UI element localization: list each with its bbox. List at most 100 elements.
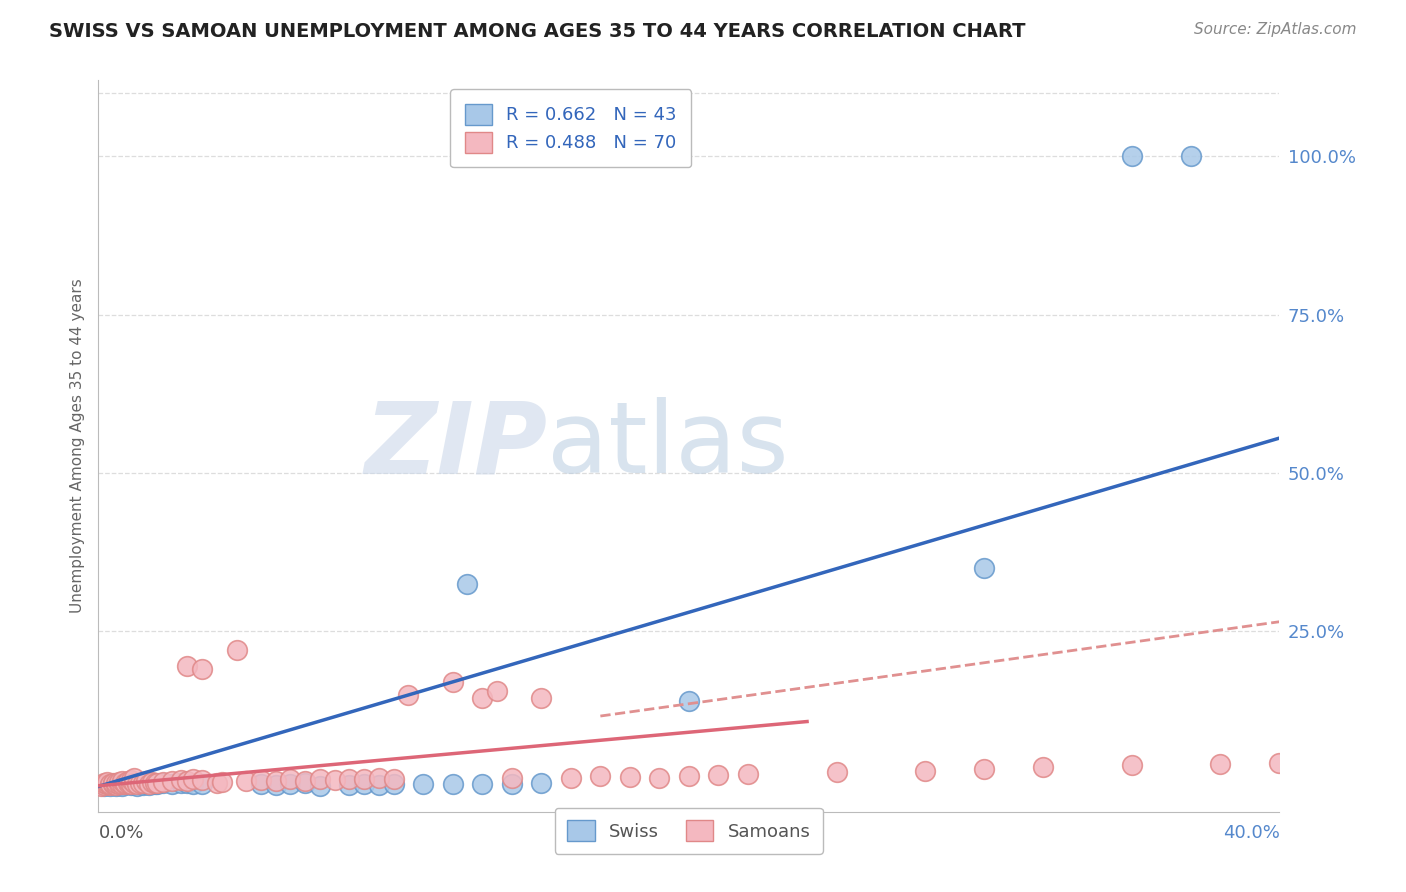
Point	[441, 674, 464, 689]
Point	[128, 775, 150, 789]
Point	[1268, 756, 1291, 770]
Point	[1209, 757, 1232, 772]
Text: atlas: atlas	[547, 398, 789, 494]
Point	[103, 777, 125, 791]
Point	[973, 561, 995, 575]
Point	[117, 774, 139, 789]
Point	[398, 688, 420, 702]
Point	[141, 775, 163, 789]
Point	[132, 778, 155, 792]
Point	[162, 774, 183, 789]
Point	[111, 773, 134, 788]
Point	[105, 776, 128, 790]
Point	[93, 780, 115, 794]
Point	[589, 769, 612, 783]
Point	[146, 777, 169, 791]
Text: ZIP: ZIP	[364, 398, 547, 494]
Text: 40.0%: 40.0%	[1223, 824, 1279, 842]
Point	[93, 776, 115, 790]
Point	[309, 772, 332, 787]
Point	[98, 778, 121, 792]
Point	[117, 777, 139, 791]
Point	[382, 777, 405, 791]
Point	[1032, 760, 1054, 774]
Y-axis label: Unemployment Among Ages 35 to 44 years: Unemployment Among Ages 35 to 44 years	[69, 278, 84, 614]
Point	[108, 777, 131, 791]
Point	[250, 777, 273, 791]
Point	[707, 768, 730, 782]
Point	[132, 776, 155, 790]
Point	[1121, 149, 1143, 163]
Point	[108, 778, 131, 792]
Point	[368, 771, 391, 785]
Point	[152, 775, 174, 789]
Point	[111, 777, 134, 791]
Point	[368, 778, 391, 792]
Point	[122, 777, 145, 791]
Point	[125, 777, 148, 791]
Point	[122, 771, 145, 785]
Point	[471, 690, 494, 705]
Point	[235, 774, 257, 789]
Point	[294, 776, 316, 790]
Point	[309, 779, 332, 793]
Point	[108, 775, 131, 789]
Point	[125, 779, 148, 793]
Point	[530, 690, 553, 705]
Point	[501, 777, 523, 791]
Point	[120, 778, 142, 792]
Point	[170, 773, 193, 788]
Point	[103, 775, 125, 789]
Point	[181, 772, 204, 787]
Point	[170, 776, 193, 790]
Point	[138, 777, 160, 791]
Legend: Swiss, Samoans: Swiss, Samoans	[555, 808, 823, 854]
Point	[339, 772, 361, 786]
Point	[382, 772, 405, 786]
Point	[226, 643, 249, 657]
Point	[264, 773, 287, 788]
Point	[825, 764, 848, 779]
Point	[280, 772, 302, 787]
Point	[294, 773, 316, 788]
Point	[138, 778, 160, 792]
Point	[486, 684, 509, 698]
Point	[120, 773, 142, 788]
Point	[98, 779, 121, 793]
Point	[96, 778, 118, 792]
Point	[105, 778, 128, 792]
Point	[176, 773, 198, 788]
Point	[181, 777, 204, 791]
Point	[105, 779, 128, 793]
Point	[135, 777, 157, 791]
Point	[96, 775, 118, 789]
Point	[191, 662, 214, 676]
Point	[619, 770, 641, 784]
Point	[914, 764, 936, 778]
Point	[146, 775, 169, 789]
Point	[441, 777, 464, 791]
Point	[135, 774, 157, 789]
Point	[162, 777, 183, 791]
Point	[111, 780, 134, 794]
Point	[471, 777, 494, 791]
Point	[323, 773, 346, 788]
Point	[114, 775, 136, 789]
Point	[457, 576, 479, 591]
Point	[678, 769, 700, 783]
Point	[280, 777, 302, 791]
Point	[353, 772, 375, 787]
Point	[114, 777, 136, 791]
Point	[120, 777, 142, 791]
Point	[1180, 149, 1202, 163]
Point	[96, 777, 118, 791]
Point	[98, 777, 121, 791]
Point	[560, 771, 582, 785]
Point	[128, 777, 150, 791]
Point	[176, 659, 198, 673]
Point	[152, 776, 174, 790]
Point	[250, 773, 273, 788]
Point	[648, 771, 671, 785]
Point	[339, 778, 361, 792]
Text: SWISS VS SAMOAN UNEMPLOYMENT AMONG AGES 35 TO 44 YEARS CORRELATION CHART: SWISS VS SAMOAN UNEMPLOYMENT AMONG AGES …	[49, 22, 1026, 41]
